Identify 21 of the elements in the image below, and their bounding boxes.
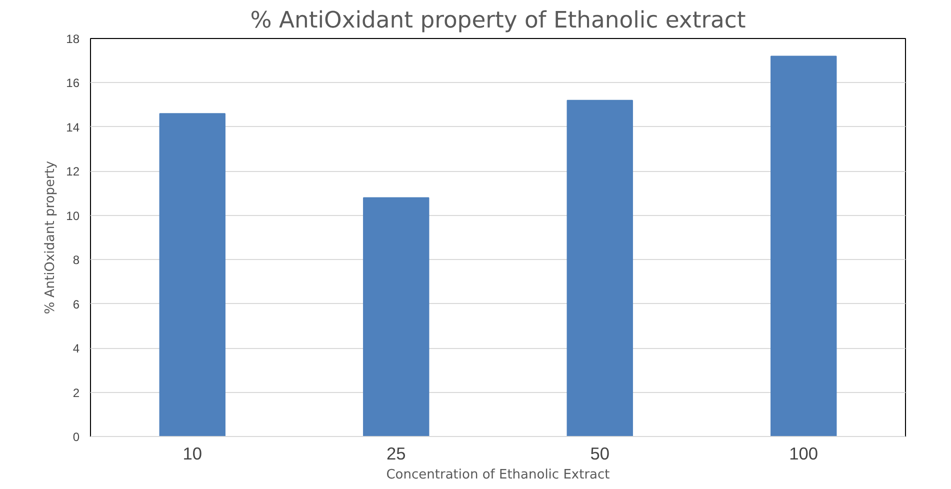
bar xyxy=(363,197,430,436)
bar xyxy=(159,113,226,436)
y-tick-label: 10 xyxy=(66,208,80,223)
x-axis-title: Concentration of Ethanolic Extract xyxy=(386,468,610,482)
y-axis-title: % AntiOxidant property xyxy=(43,160,58,314)
y-tick-label: 14 xyxy=(66,120,80,134)
y-tick-label: 6 xyxy=(72,297,80,312)
bar xyxy=(566,100,633,436)
chart-title: % AntiOxidant property of Ethanolic extract xyxy=(250,8,746,34)
y-tick-label: 2 xyxy=(72,386,80,400)
y-tick-label: 8 xyxy=(72,253,80,268)
x-tick-label: 100 xyxy=(789,444,818,464)
x-tick-label: 10 xyxy=(182,444,202,464)
y-tick-label: 0 xyxy=(72,430,80,444)
y-tick-label: 16 xyxy=(66,76,80,90)
y-tick-label: 12 xyxy=(66,164,80,179)
y-tick-label: 4 xyxy=(72,342,80,356)
y-tick-label: 18 xyxy=(66,32,80,46)
x-tick-label: 50 xyxy=(590,444,610,464)
bar xyxy=(770,56,837,436)
x-tick-label: 25 xyxy=(386,444,406,464)
